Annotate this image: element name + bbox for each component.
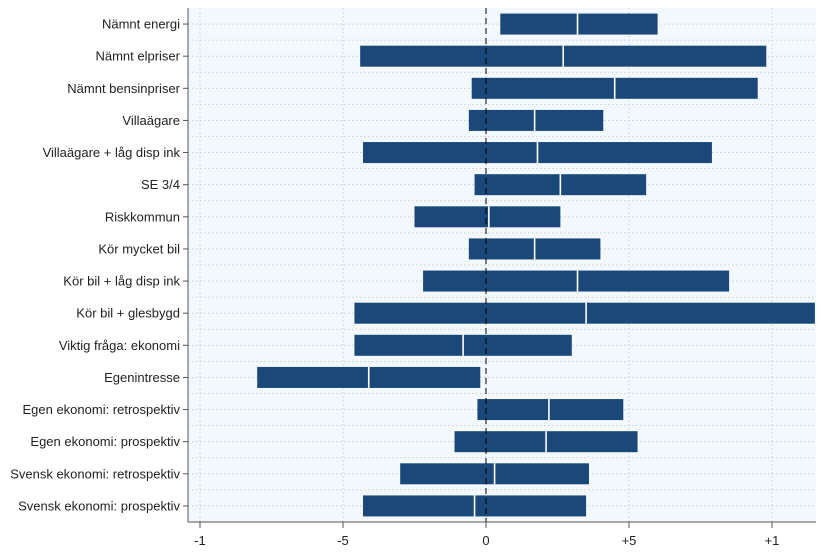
category-label: Nämnt elpriser [95, 49, 180, 64]
category-label: Svensk ekonomi: retrospektiv [10, 466, 180, 481]
x-tick-label: -1 [194, 533, 206, 548]
category-label: Villaägare + låg disp ink [43, 145, 181, 160]
category-label: Kör bil + låg disp ink [63, 274, 180, 289]
x-tick-label: +5 [622, 533, 637, 548]
x-tick-label: +1 [765, 533, 780, 548]
category-label: Svensk ekonomi: prospektiv [18, 498, 180, 513]
category-label: Egenintresse [104, 370, 180, 385]
category-label: Nämnt bensinpriser [67, 81, 180, 96]
range-bar [354, 302, 815, 324]
x-tick-label: 0 [482, 533, 489, 548]
range-bar [468, 109, 604, 131]
category-label: Kör mycket bil [98, 241, 180, 256]
category-label: Villaägare [122, 113, 180, 128]
category-label: SE 3/4 [141, 177, 180, 192]
range-bar [414, 206, 561, 228]
bars-layer [257, 13, 815, 517]
category-label: Riskkommun [105, 209, 180, 224]
x-tick-label: -5 [337, 533, 349, 548]
category-label: Egen ekonomi: prospektiv [30, 434, 180, 449]
y-axis: Nämnt energi Nämnt elpriser Nämnt bensinpr… [10, 8, 189, 522]
category-label: Kör bil + glesbygd [76, 306, 180, 321]
category-label: Viktig fråga: ekonomi [59, 338, 180, 353]
range-bar [500, 13, 658, 35]
category-label: Egen ekonomi: retrospektiv [22, 402, 180, 417]
range-bar [477, 399, 624, 421]
x-axis: -1 -5 0 +5 +1 [188, 521, 816, 548]
range-bar [423, 270, 730, 292]
category-label: Nämnt energi [102, 17, 180, 32]
